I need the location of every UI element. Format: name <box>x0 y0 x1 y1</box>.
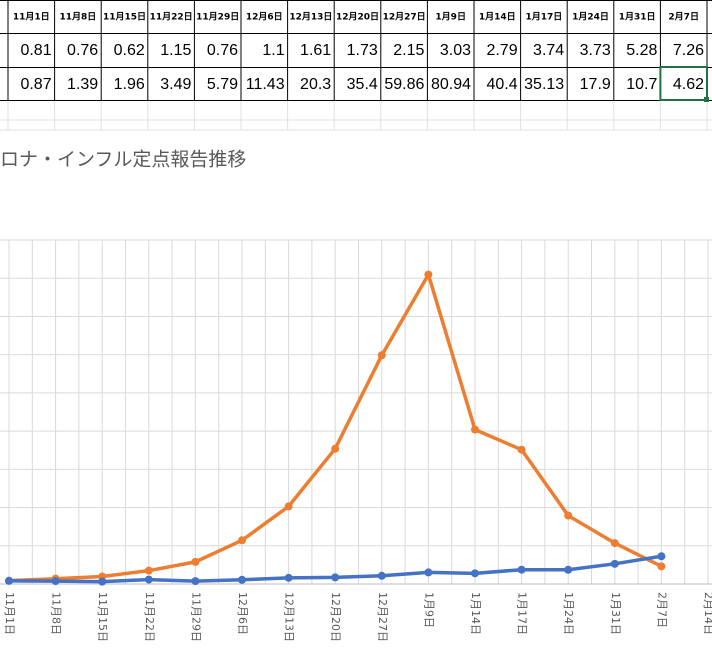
value-cell: 1.61 <box>300 42 331 59</box>
chart-title: ロナ・インフル定点報告推移 <box>0 149 246 171</box>
value-cell: 3.49 <box>160 76 191 93</box>
x-tick-label: 12月27日 <box>376 592 389 642</box>
chart: 11月1日 11月8日 11月15日 11月22日 11月29日 12月6日 12月13日 1… <box>0 239 712 642</box>
series-marker <box>284 573 293 582</box>
x-tick-label: 11月29日 <box>189 592 202 642</box>
series-marker <box>657 552 666 561</box>
value-cell: 0.87 <box>20 76 51 93</box>
selected-cell <box>659 66 709 101</box>
value-cell: 1.96 <box>114 76 145 93</box>
series-marker <box>238 575 246 584</box>
value-cell: 1.39 <box>67 76 98 93</box>
value-cell: 17.9 <box>580 76 611 93</box>
value-cell: 1.73 <box>347 42 378 59</box>
value-cell: 35.13 <box>524 76 564 93</box>
x-tick-label: 11月15日 <box>96 592 109 642</box>
series-marker <box>331 444 340 453</box>
value-cell: 1.1 <box>262 42 284 59</box>
x-tick-label: 11月22日 <box>143 592 156 642</box>
value-cell: 0.62 <box>114 42 145 59</box>
header-cell: 12月6日 <box>246 12 283 23</box>
value-cell: 0.81 <box>20 42 51 59</box>
series-marker <box>98 577 107 586</box>
value-cell: 0.76 <box>67 42 98 59</box>
series-marker <box>144 575 153 584</box>
x-tick-label: 1月24日 <box>562 592 575 635</box>
series-marker <box>191 577 200 586</box>
header-cell: 12月27日 <box>383 12 426 23</box>
header-cell: 12月13日 <box>289 12 332 23</box>
x-tick-label: 12月20日 <box>329 592 342 642</box>
value-cell: 59.86 <box>384 76 424 93</box>
series-marker <box>564 511 573 520</box>
value-cell: 0.76 <box>207 42 238 59</box>
x-tick-label: 1月14日 <box>469 592 482 635</box>
x-tick-label: 12月13日 <box>283 592 296 642</box>
header-cell: 11月8日 <box>60 12 97 23</box>
series-marker <box>610 559 619 568</box>
series-marker <box>564 565 573 574</box>
value-cell: 35.4 <box>347 76 378 93</box>
value-cell: 2.15 <box>393 42 424 59</box>
series-marker <box>424 568 433 577</box>
value-cell: 4.62 <box>673 76 704 93</box>
series-marker <box>51 577 60 586</box>
header-cell: 1月24日 <box>572 12 609 23</box>
x-tick-label: 12月6日 <box>236 592 249 635</box>
x-tick-label: 11月8日 <box>50 592 63 635</box>
header-cell: 11月29日 <box>196 12 239 23</box>
series-marker <box>377 571 386 580</box>
x-tick-label: 2月14日 <box>702 592 712 635</box>
value-cell: 7.26 <box>673 42 704 59</box>
series-marker <box>377 351 386 360</box>
series-marker <box>144 566 153 575</box>
header-cell: 1月14日 <box>479 12 516 23</box>
header-cell: 2月7日 <box>668 12 699 23</box>
series-marker <box>517 445 526 454</box>
value-cell: 20.3 <box>300 76 331 93</box>
value-cell: 80.94 <box>431 76 471 93</box>
value-cell: 3.73 <box>580 42 611 59</box>
sheet-table: 11月1日 11月8日 11月15日 11月22日 11月29日 12月6日 12月13日 1… <box>0 0 712 131</box>
series-marker <box>471 425 479 434</box>
header-cell: 1月9日 <box>435 12 466 23</box>
x-tick-label: 2月7日 <box>655 592 668 628</box>
x-tick-label: 11月1日 <box>3 592 16 635</box>
value-cell: 10.7 <box>626 76 657 93</box>
header-cell: 12月20日 <box>336 12 379 23</box>
value-cell: 3.74 <box>533 42 564 59</box>
header-cell: 11月22日 <box>150 12 193 23</box>
value-cell: 5.79 <box>207 76 238 93</box>
fill-handle <box>704 97 709 102</box>
series-marker <box>610 539 619 548</box>
value-cell: 40.4 <box>486 76 517 93</box>
value-cell: 1.15 <box>160 42 191 59</box>
series-marker <box>284 502 293 511</box>
series-marker <box>424 270 433 279</box>
header-cell: 1月17日 <box>526 12 563 23</box>
x-tick-label: 1月31日 <box>609 592 622 635</box>
value-cell: 2.79 <box>486 42 517 59</box>
header-cell: 1月31日 <box>619 12 656 23</box>
value-cell: 5.28 <box>626 42 657 59</box>
value-cell: 11.43 <box>246 76 285 93</box>
series-marker <box>238 536 246 545</box>
header-cell: 11月15日 <box>103 12 146 23</box>
series-marker <box>191 557 200 566</box>
series-marker <box>331 573 340 582</box>
value-cell: 3.03 <box>440 42 471 59</box>
x-tick-label: 1月9日 <box>422 592 435 628</box>
series-marker <box>517 565 526 574</box>
x-tick-label: 1月17日 <box>516 592 529 635</box>
series-marker <box>657 562 666 571</box>
series-marker <box>5 576 13 585</box>
header-cell: 11月1日 <box>13 12 50 23</box>
series-marker <box>471 569 479 578</box>
